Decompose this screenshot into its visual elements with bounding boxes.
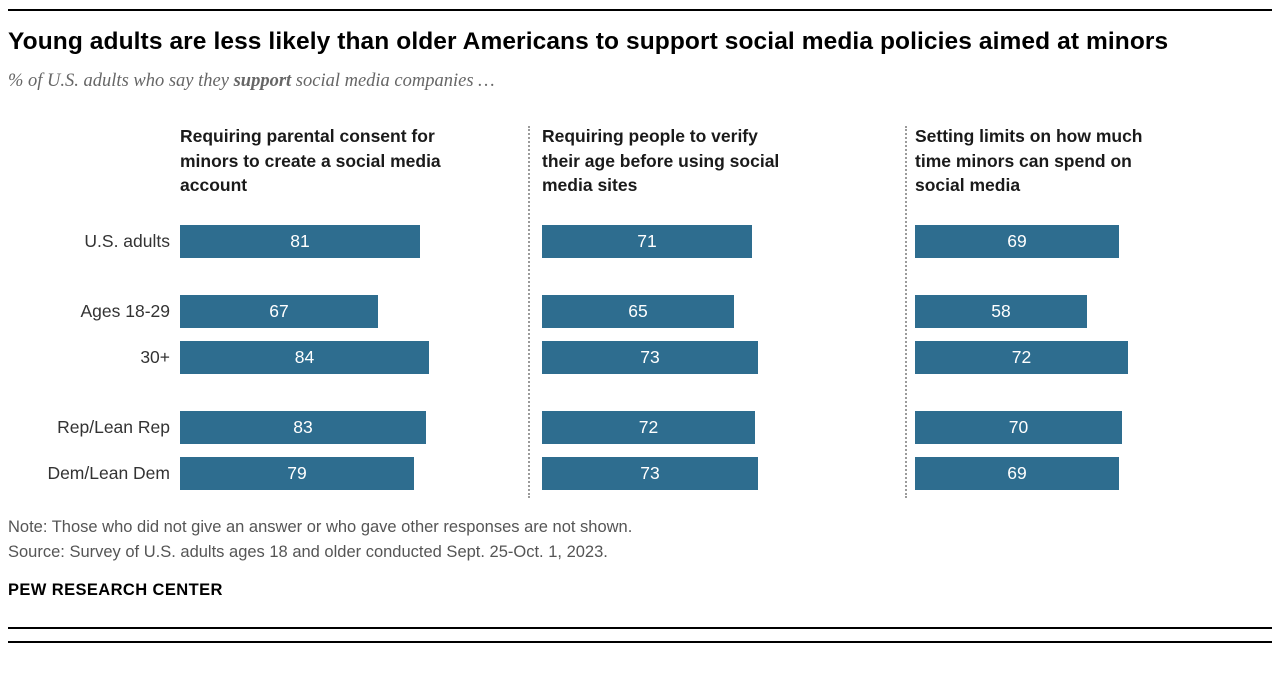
bar-cell: 71 (542, 224, 915, 258)
chart: Requiring parental consent for minors to… (8, 124, 1272, 498)
bar-value: 72 (638, 416, 659, 437)
bar-cell: 83 (180, 410, 542, 444)
bar-value: 72 (1011, 346, 1032, 367)
bar-value: 58 (991, 300, 1011, 321)
bar-cell: 69 (915, 456, 1272, 490)
bar: 83 (180, 410, 426, 444)
bar: 73 (542, 456, 758, 490)
bar: 72 (542, 410, 755, 444)
table-row: U.S. adults 81 71 69 (8, 224, 1272, 258)
bar: 70 (915, 410, 1122, 444)
page: Young adults are less likely than older … (0, 9, 1280, 643)
bar-value: 70 (1008, 416, 1029, 437)
table-row: Ages 18-29 67 65 58 (8, 294, 1272, 328)
bar: 72 (915, 340, 1128, 374)
bar-value: 69 (1007, 230, 1027, 251)
bar-cell: 65 (542, 294, 915, 328)
row-label: Rep/Lean Rep (57, 416, 170, 437)
bar-value: 83 (293, 416, 313, 437)
table-row: Rep/Lean Rep 83 72 70 (8, 410, 1272, 444)
bar: 73 (542, 340, 758, 374)
bar-value: 79 (287, 462, 307, 483)
row-label: U.S. adults (84, 230, 170, 251)
bar: 81 (180, 224, 420, 258)
bar: 84 (180, 340, 429, 374)
subtitle-prefix: % of U.S. adults who say they (8, 71, 234, 92)
bar-cell: 69 (915, 224, 1272, 258)
chart-column-header-1: Requiring parental consent for minors to… (180, 126, 441, 196)
top-rule (8, 9, 1272, 11)
header-spacer (8, 124, 180, 198)
bar-value: 73 (640, 346, 660, 367)
column-separator-2 (905, 126, 907, 498)
chart-column-header-3: Setting limits on how much time minors c… (915, 126, 1143, 196)
chart-column-header-2: Requiring people to verify their age bef… (542, 126, 780, 196)
bar-cell: 72 (542, 410, 915, 444)
bar-cell: 73 (542, 340, 915, 374)
bar-cell: 84 (180, 340, 542, 374)
bar-value: 65 (628, 300, 648, 321)
bar-value: 71 (637, 230, 657, 251)
bar: 69 (915, 224, 1119, 258)
source-line: Source: Survey of U.S. adults ages 18 an… (8, 543, 608, 562)
bar-cell: 73 (542, 456, 915, 490)
bar-value: 84 (294, 346, 315, 367)
bar-value: 67 (269, 300, 289, 321)
table-row: 30+ 84 73 72 (8, 340, 1272, 374)
bar-cell: 79 (180, 456, 542, 490)
bar-cell: 81 (180, 224, 542, 258)
column-separator-1 (528, 126, 530, 498)
bar: 79 (180, 456, 414, 490)
bar: 69 (915, 456, 1119, 490)
row-label: 30+ (140, 346, 170, 367)
row-label: Ages 18-29 (80, 300, 170, 321)
bar-cell: 72 (915, 340, 1272, 374)
chart-subtitle: % of U.S. adults who say they support so… (8, 71, 1272, 92)
bar-value: 69 (1007, 462, 1027, 483)
bar-cell: 70 (915, 410, 1272, 444)
subtitle-suffix: social media companies … (291, 71, 495, 92)
chart-notes: Note: Those who did not give an answer o… (8, 515, 1272, 566)
chart-header-row: Requiring parental consent for minors to… (8, 124, 1272, 198)
bar-value: 81 (290, 230, 310, 251)
chart-rows: U.S. adults 81 71 69 Ages 18-29 67 65 58 30+ 84 73… (8, 224, 1272, 490)
note-line: Note: Those who did not give an answer o… (8, 517, 633, 536)
bar: 71 (542, 224, 752, 258)
bottom-rule-1 (8, 626, 1272, 629)
table-row: Dem/Lean Dem 79 73 69 (8, 456, 1272, 490)
subtitle-bold-word: support (233, 71, 292, 92)
bar: 58 (915, 294, 1087, 328)
bar-value: 73 (640, 462, 660, 483)
bar: 65 (542, 294, 734, 328)
brand-footer: PEW RESEARCH CENTER (8, 580, 223, 599)
bar-cell: 67 (180, 294, 542, 328)
bar: 67 (180, 294, 378, 328)
bottom-rule-2 (8, 640, 1272, 643)
bar-cell: 58 (915, 294, 1272, 328)
row-label: Dem/Lean Dem (47, 462, 170, 483)
page-title: Young adults are less likely than older … (8, 28, 1169, 55)
